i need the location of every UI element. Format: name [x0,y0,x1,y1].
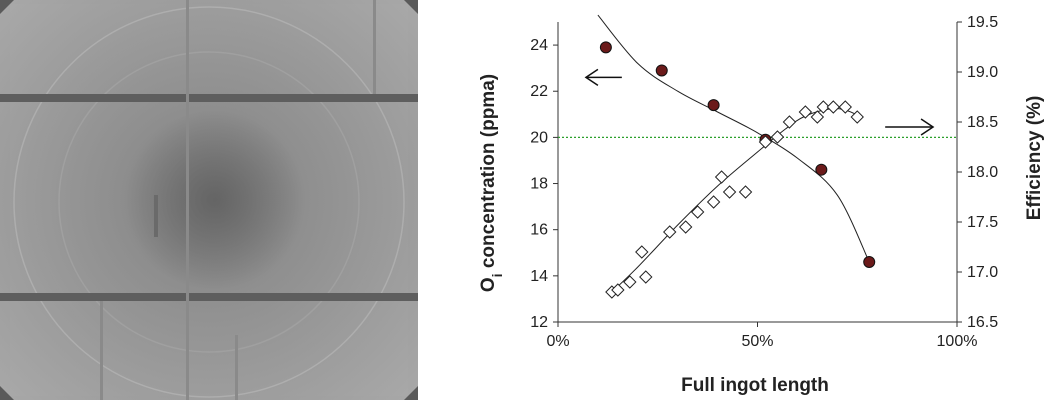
y-left-title-sub: i [489,273,505,277]
efficiency-data-point [722,185,737,199]
arrow-right-head [920,118,935,136]
oi-data-point [655,64,668,77]
y-right-tick-label: 17.5 [967,214,998,231]
x-axis-title: Full ingot length [681,375,829,396]
y-right-tick-label: 18.0 [967,164,998,181]
y-left-tick-label: 16 [530,222,548,239]
efficiency-data-point [782,115,797,129]
efficiency-data-point [690,205,705,219]
y-left-title-main: O [478,277,499,292]
y-left-tick-label: 24 [530,37,548,54]
efficiency-data-point [810,110,825,124]
wafer-photo [0,0,418,400]
x-tick-label: 0% [546,333,569,350]
x-tick-label: 100% [937,333,978,350]
efficiency-data-point [816,100,831,114]
efficiency-data-point [826,100,841,114]
y-right-tick-label: 17.0 [967,264,998,281]
efficiency-data-point [663,225,677,239]
y-left-tick-label: 22 [530,83,548,100]
fit-curve-right [611,108,862,293]
y-right-axis-title: Efficiency (%) [1024,96,1045,221]
y-left-tick-label: 14 [530,268,548,285]
y-left-title-rest: concentration (ppma) [478,74,499,274]
oi-data-point [863,256,876,268]
efficiency-data-point [639,270,653,284]
arrow-left-head [584,68,599,87]
oi-data-point [599,41,612,54]
efficiency-data-point [706,195,721,209]
efficiency-data-point [714,170,729,184]
arrows [584,68,935,136]
y-left-tick-label: 18 [530,176,548,193]
y-right-tick-label: 16.5 [967,314,998,331]
oi-data-point [815,163,828,176]
efficiency-data-point [678,220,693,234]
fit-curve-left [597,14,870,263]
efficiency-data-point [635,245,649,259]
y-left-axis-title: Oi concentration (ppma) [478,74,505,292]
y-left-tick-label: 12 [530,314,548,331]
efficiency-data-point [770,130,785,144]
efficiency-data-point [623,275,637,289]
y-right-tick-label: 19.0 [967,64,998,81]
tick-labels: 0% 50% 100% 12 14 16 18 20 22 24 16.5 17.0 17.5 18.0 1… [530,14,998,350]
y-right-tick-label: 19.5 [967,14,998,31]
x-tick-label: 50% [741,333,773,350]
efficiency-data-point [611,283,625,297]
efficiency-data-point [850,110,864,124]
y-left-tick-label: 20 [530,129,548,146]
efficiency-data-point [798,105,813,119]
efficiency-data-point [838,100,852,114]
oi-data-point [707,99,720,112]
efficiency-data-point [758,135,773,149]
efficiency-data-point [738,185,753,199]
y-right-tick-label: 18.5 [967,114,998,131]
data-points [599,41,876,299]
chart: 0% 50% 100% 12 14 16 18 20 22 24 16.5 17.0 17.5 18.0 1… [478,14,1045,396]
plot-frame [553,21,962,327]
